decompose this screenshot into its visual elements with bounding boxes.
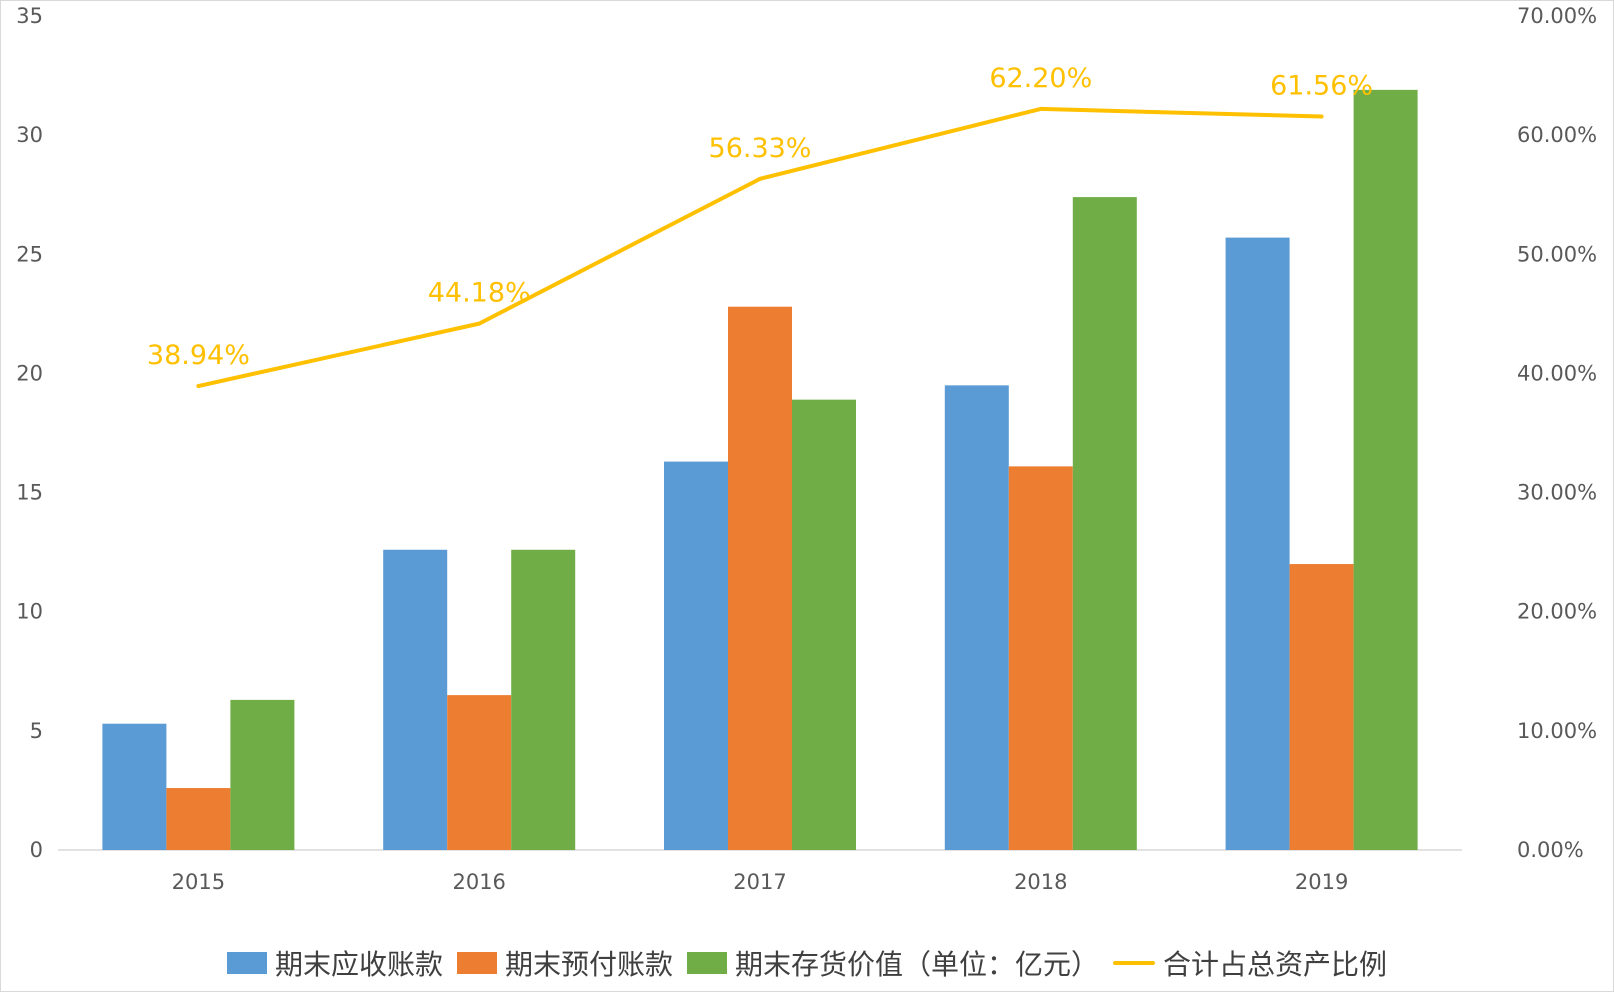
legend-swatch-prepayments: [456, 952, 497, 974]
right-axis-tick-label: 10.00%: [1517, 719, 1597, 743]
left-axis-tick-label: 0: [30, 838, 43, 862]
bar-prepayments: [166, 788, 231, 850]
ratio-data-label: 38.94%: [147, 340, 250, 371]
left-axis-tick-label: 15: [16, 481, 43, 505]
left-axis-tick-label: 30: [16, 123, 43, 147]
bar-receivables: [383, 549, 448, 850]
ratio-point: [477, 321, 482, 326]
right-axis-tick-label: 20.00%: [1517, 600, 1597, 624]
ratio-data-label: 56.33%: [709, 133, 812, 164]
legend-item-receivables: 期末应收账款: [226, 943, 443, 983]
x-axis-category-label: 2016: [452, 870, 505, 894]
bar-receivables: [102, 723, 167, 850]
legend-swatch-inventory: [687, 952, 727, 974]
bar-receivables: [664, 461, 728, 850]
combo-chart: 0 5 10 15 20 25 30 35 0.00% 10.00% 20.00% 30.00% 40.…: [16, 4, 1597, 894]
bar-inventory: [1072, 197, 1137, 850]
legend: 期末应收账款 期末预付账款 期末存货价值（单位：亿元） 合计占总资产比例: [0, 938, 1614, 988]
bar-prepayments: [447, 695, 512, 850]
ratio-data-label: 62.20%: [989, 63, 1092, 94]
legend-item-inventory: 期末存货价值（单位：亿元）: [687, 943, 1099, 983]
bar-prepayments: [1008, 466, 1073, 850]
bar-receivables: [1225, 237, 1290, 850]
bar-prepayments: [728, 306, 792, 850]
legend-item-prepayments: 期末预付账款: [456, 943, 673, 983]
right-axis-tick-label: 50.00%: [1517, 242, 1597, 266]
legend-label-receivables: 期末应收账款: [274, 948, 443, 981]
x-axis-category-label: 2015: [172, 870, 225, 894]
bar-inventory: [792, 399, 856, 850]
bar-prepayments: [1289, 564, 1354, 850]
legend-line-ratio: [1113, 961, 1156, 965]
x-axis-category-label: 2017: [733, 870, 786, 894]
bar-inventory: [230, 699, 295, 850]
bar-receivables: [944, 385, 1009, 850]
right-axis-tick-label: 30.00%: [1517, 481, 1597, 505]
legend-label-inventory: 期末存货价值（单位：亿元）: [735, 948, 1100, 981]
left-axis-tick-label: 20: [16, 361, 43, 385]
x-axis-category-label: 2018: [1014, 870, 1067, 894]
right-axis-tick-label: 70.00%: [1517, 4, 1597, 28]
right-axis-tick-label: 0.00%: [1517, 838, 1584, 862]
legend-label-prepayments: 期末预付账款: [504, 948, 673, 981]
left-axis-tick-label: 35: [16, 4, 43, 28]
x-axis-category-label: 2019: [1295, 870, 1348, 894]
ratio-point: [196, 384, 201, 389]
bar-inventory: [1353, 89, 1418, 850]
right-axis-tick-label: 40.00%: [1517, 361, 1597, 385]
ratio-data-label: 44.18%: [428, 278, 531, 309]
legend-item-ratio: 合计占总资产比例: [1113, 943, 1387, 983]
ratio-point: [1319, 114, 1324, 119]
left-axis-tick-label: 10: [16, 600, 43, 624]
left-axis-tick-label: 25: [16, 242, 43, 266]
bar-inventory: [511, 549, 576, 850]
legend-swatch-receivables: [226, 952, 267, 974]
right-axis-tick-label: 60.00%: [1517, 123, 1597, 147]
legend-label-ratio: 合计占总资产比例: [1163, 948, 1388, 981]
left-axis-tick-label: 5: [30, 719, 43, 743]
ratio-data-label: 61.56%: [1270, 71, 1373, 102]
ratio-point: [1038, 106, 1043, 111]
ratio-point: [758, 176, 762, 181]
